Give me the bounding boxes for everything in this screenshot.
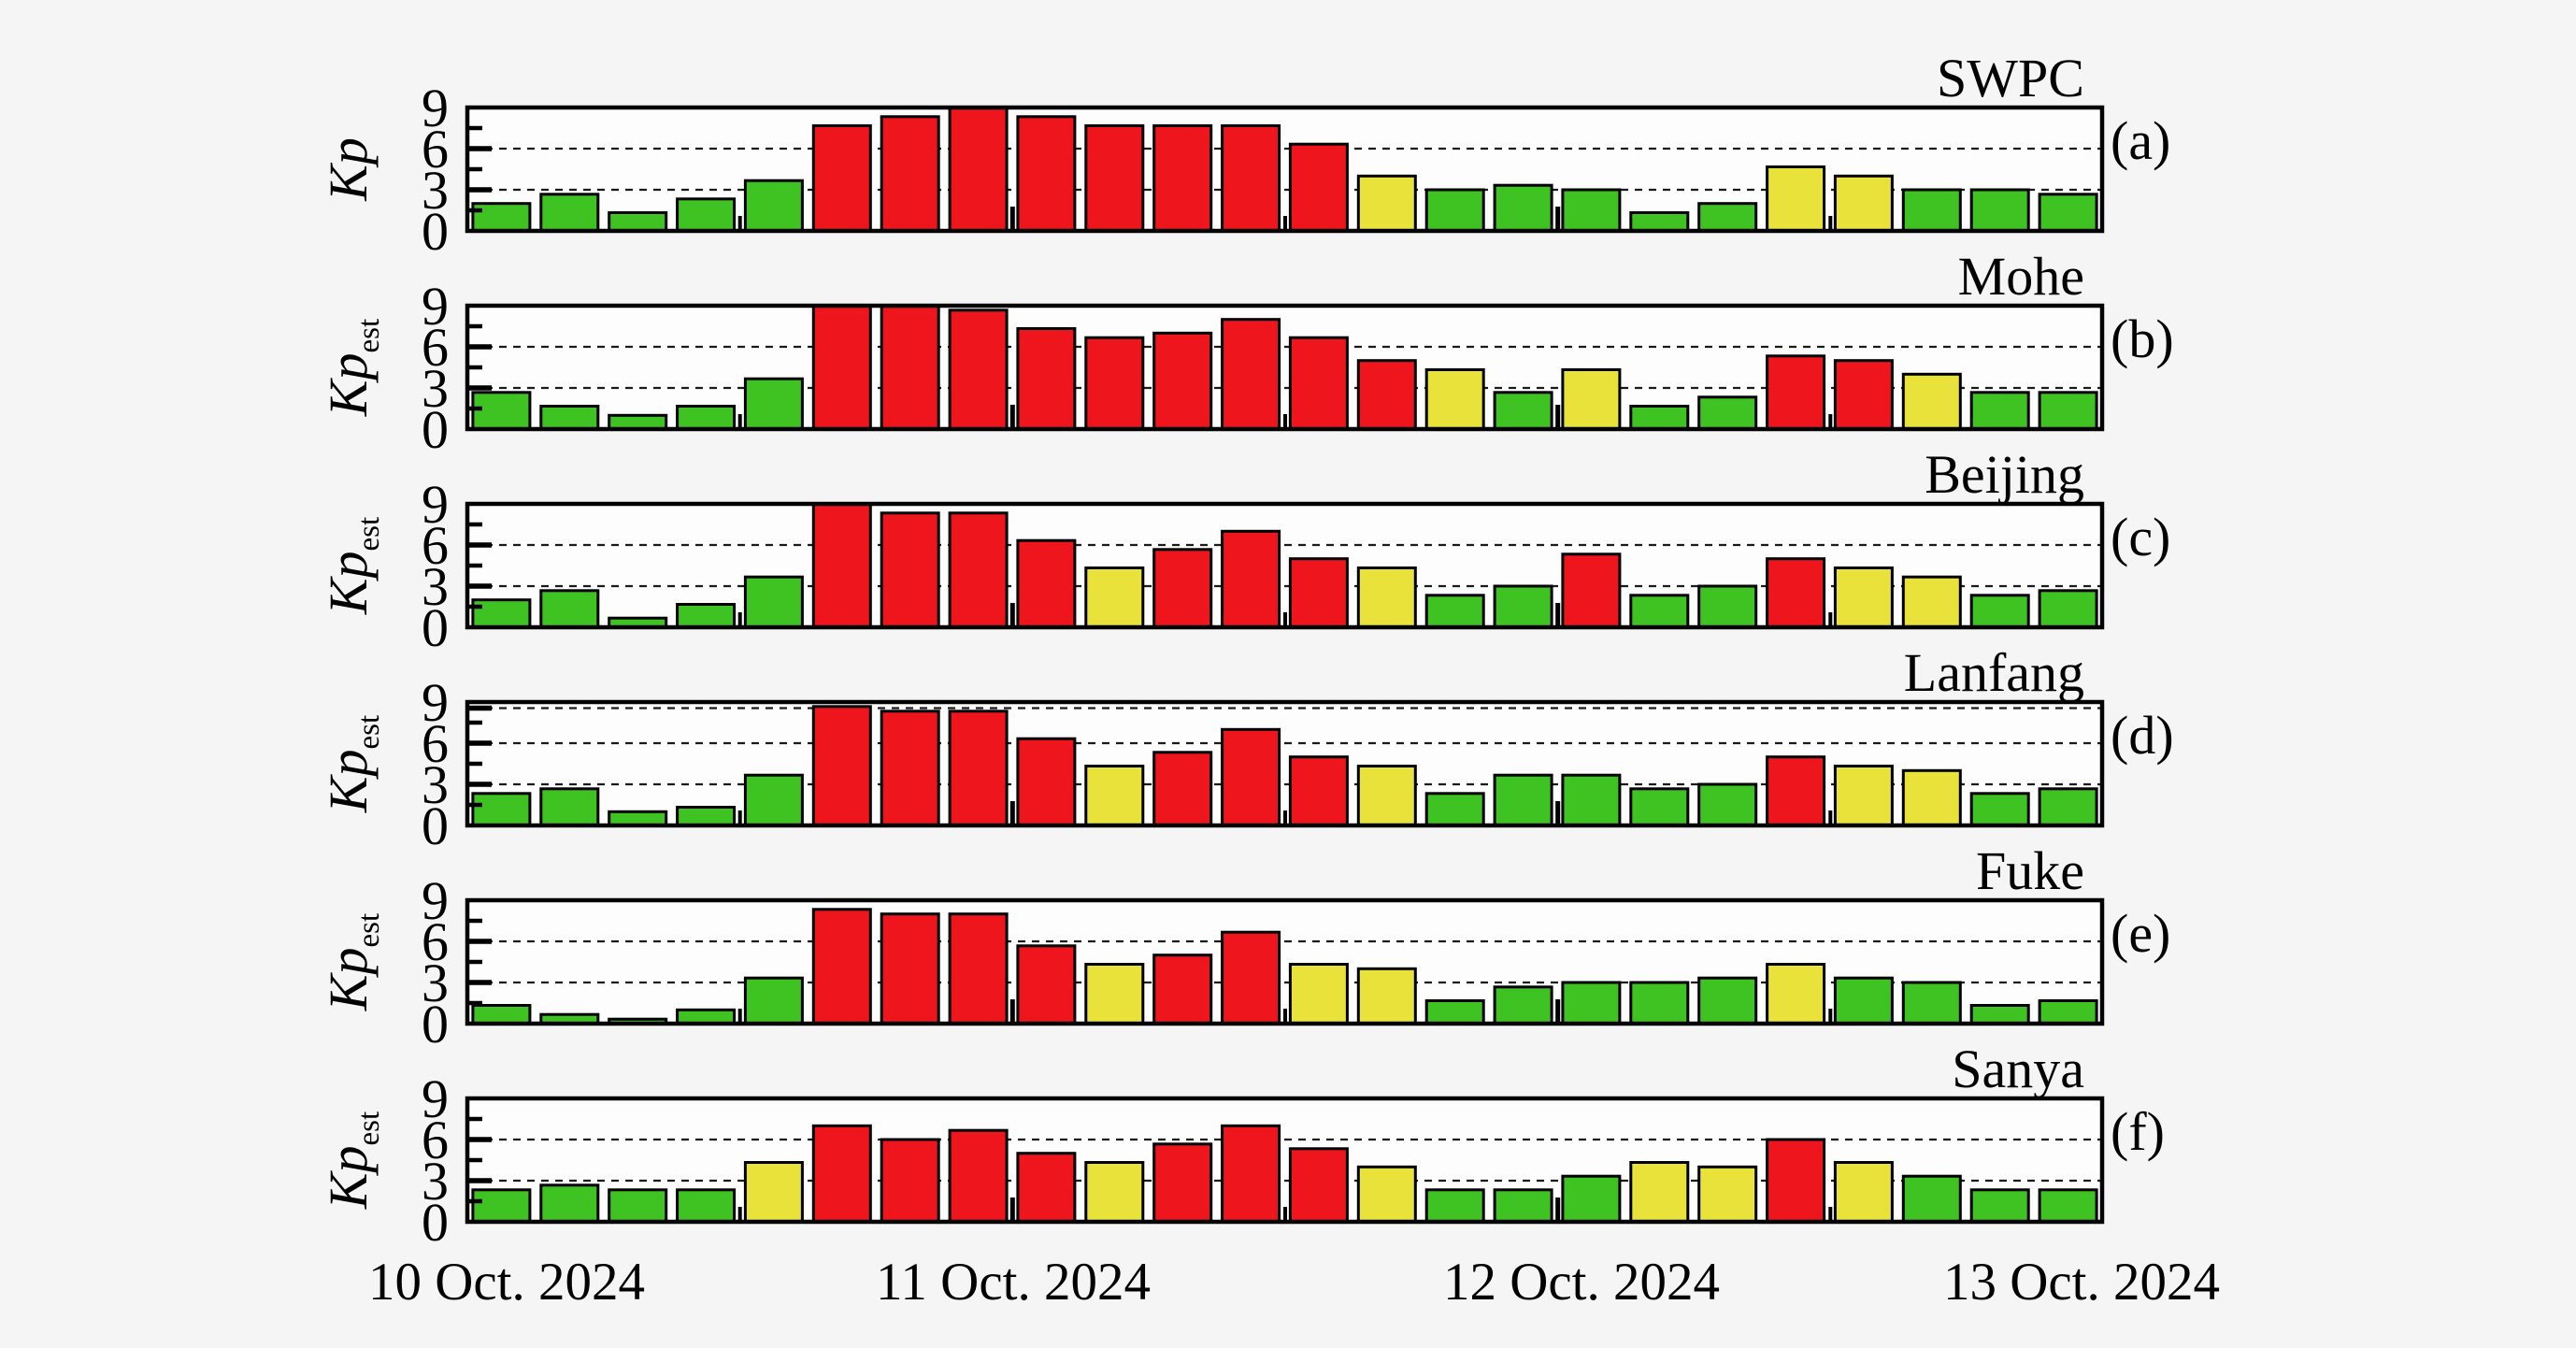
svg-text:6: 6 — [422, 1110, 449, 1170]
svg-text:Mohe: Mohe — [1958, 246, 2084, 307]
svg-text:Sanya: Sanya — [1952, 1039, 2084, 1099]
svg-text:(a): (a) — [2111, 110, 2170, 171]
svg-text:6: 6 — [422, 713, 449, 774]
svg-text:9: 9 — [422, 78, 449, 138]
svg-text:6: 6 — [422, 911, 449, 972]
svg-text:0: 0 — [422, 994, 449, 1054]
svg-text:6: 6 — [422, 119, 449, 179]
svg-text:12 Oct. 2024: 12 Oct. 2024 — [1443, 1253, 1720, 1312]
svg-text:0: 0 — [422, 796, 449, 856]
svg-text:11 Oct. 2024: 11 Oct. 2024 — [876, 1253, 1151, 1312]
svg-text:13 Oct. 2024: 13 Oct. 2024 — [1943, 1253, 2220, 1312]
svg-text:3: 3 — [422, 160, 449, 221]
svg-text:Lanfang: Lanfang — [1904, 642, 2084, 703]
svg-text:(e): (e) — [2111, 903, 2170, 964]
svg-text:9: 9 — [422, 672, 449, 733]
svg-text:Kpest: Kpest — [318, 517, 386, 615]
svg-text:(f): (f) — [2111, 1101, 2165, 1162]
svg-text:9: 9 — [422, 1068, 449, 1129]
svg-text:Kp: Kp — [318, 137, 379, 202]
svg-text:10 Oct. 2024: 10 Oct. 2024 — [368, 1253, 645, 1312]
svg-text:(c): (c) — [2111, 507, 2170, 567]
svg-text:6: 6 — [422, 317, 449, 378]
svg-text:SWPC: SWPC — [1937, 48, 2084, 108]
svg-text:(d): (d) — [2111, 705, 2174, 766]
svg-text:3: 3 — [422, 358, 449, 419]
svg-text:9: 9 — [422, 870, 449, 931]
svg-text:3: 3 — [422, 754, 449, 815]
svg-text:Fuke: Fuke — [1976, 840, 2084, 901]
svg-text:0: 0 — [422, 399, 449, 460]
svg-text:0: 0 — [422, 597, 449, 658]
svg-text:9: 9 — [422, 276, 449, 337]
svg-text:(b): (b) — [2111, 308, 2174, 369]
svg-text:6: 6 — [422, 515, 449, 576]
svg-text:Beijing: Beijing — [1925, 444, 2084, 505]
svg-text:0: 0 — [422, 201, 449, 262]
svg-text:3: 3 — [422, 1151, 449, 1212]
svg-text:3: 3 — [422, 556, 449, 617]
svg-text:0: 0 — [422, 1192, 449, 1253]
svg-text:3: 3 — [422, 953, 449, 1013]
svg-text:9: 9 — [422, 474, 449, 535]
